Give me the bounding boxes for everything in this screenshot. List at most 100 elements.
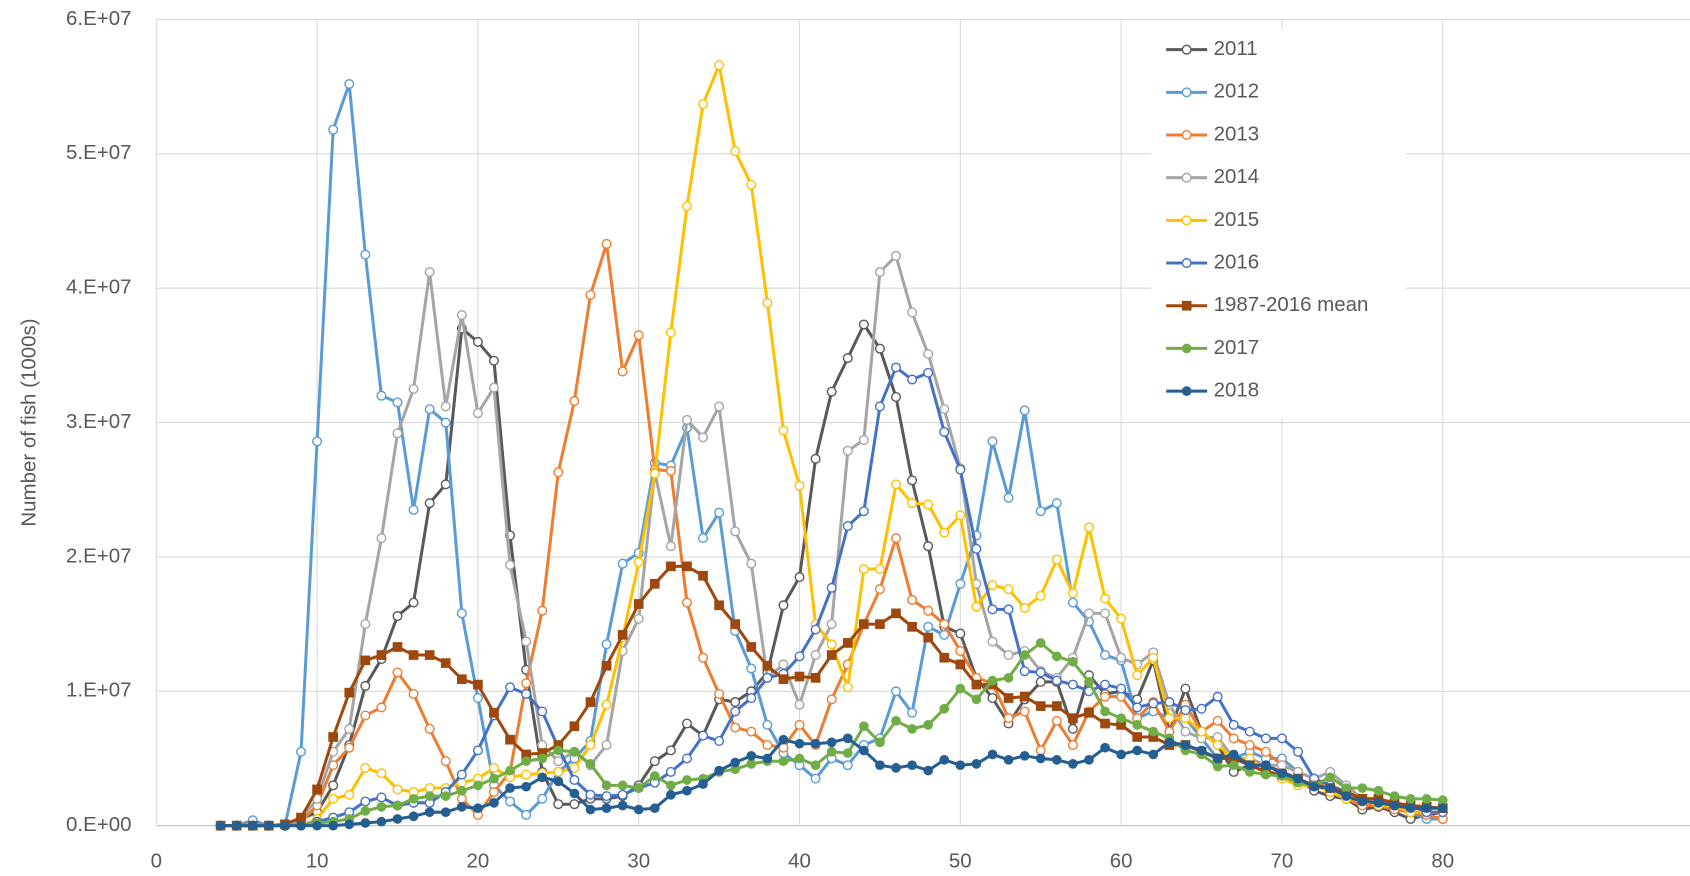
data-point <box>392 642 403 652</box>
data-point <box>456 802 467 812</box>
x-tick-label: 10 <box>306 850 329 871</box>
data-point <box>1003 650 1014 661</box>
data-point <box>955 659 966 670</box>
data-point <box>1083 522 1094 533</box>
data-point <box>890 250 902 261</box>
data-point <box>1019 706 1030 717</box>
data-point <box>810 453 821 464</box>
data-point <box>890 479 902 490</box>
data-point <box>746 558 757 569</box>
data-point <box>987 436 998 447</box>
data-point <box>842 760 853 771</box>
legend-marker <box>1181 300 1192 311</box>
data-point <box>1373 797 1384 808</box>
data-point <box>537 793 548 804</box>
data-point <box>1067 679 1078 690</box>
legend-label: 2017 <box>1214 336 1260 359</box>
data-point <box>473 803 483 814</box>
data-point <box>1212 740 1223 751</box>
x-tick-label: 30 <box>627 850 650 871</box>
data-point <box>826 619 837 630</box>
data-point <box>858 745 869 756</box>
data-point <box>730 706 741 717</box>
legend-label: 2013 <box>1214 122 1260 145</box>
data-point <box>1148 749 1159 760</box>
data-point <box>1437 795 1448 805</box>
data-point <box>1261 769 1271 780</box>
data-point <box>858 506 869 517</box>
data-point <box>569 746 580 757</box>
data-point <box>360 762 371 773</box>
data-point <box>1132 720 1143 730</box>
data-point <box>987 604 998 615</box>
data-point <box>1051 675 1062 686</box>
data-point <box>698 570 708 581</box>
data-point <box>682 561 692 572</box>
data-point <box>681 753 692 764</box>
data-point <box>1051 754 1062 765</box>
data-point <box>376 390 387 401</box>
data-point <box>762 740 773 751</box>
data-point <box>569 774 580 785</box>
data-point <box>1067 588 1078 599</box>
data-point <box>312 820 322 831</box>
data-point <box>392 428 403 439</box>
data-point <box>1019 405 1030 416</box>
data-point <box>826 650 837 660</box>
data-point <box>714 60 725 71</box>
data-point <box>746 726 757 737</box>
data-point <box>1084 707 1094 718</box>
data-point <box>810 624 821 635</box>
data-point <box>537 605 548 616</box>
data-point <box>312 436 323 447</box>
data-point <box>890 392 902 403</box>
data-point <box>1357 796 1368 807</box>
data-point <box>778 659 789 670</box>
data-point <box>505 783 515 793</box>
data-point <box>987 693 998 704</box>
data-point <box>521 749 531 760</box>
data-point <box>923 541 934 552</box>
data-point <box>617 366 628 377</box>
data-point <box>923 367 934 378</box>
data-point <box>376 802 387 812</box>
data-point <box>971 679 982 690</box>
data-point <box>1083 608 1094 619</box>
data-point <box>424 807 435 818</box>
data-point <box>762 753 773 764</box>
data-point <box>778 756 789 767</box>
data-point <box>633 330 644 341</box>
data-point <box>1003 754 1014 765</box>
y-tick-label: 2.E+07 <box>66 544 131 567</box>
data-point <box>1212 715 1223 726</box>
data-point <box>987 675 998 686</box>
data-point <box>488 382 499 393</box>
data-point <box>666 789 676 800</box>
data-point <box>489 707 499 718</box>
data-point <box>1051 498 1062 509</box>
data-point <box>907 307 918 318</box>
data-point <box>762 297 773 308</box>
data-point <box>296 820 306 831</box>
data-point <box>907 724 917 734</box>
data-point <box>1437 803 1448 814</box>
data-point <box>858 619 869 629</box>
data-point <box>923 605 934 616</box>
x-tick-label: 0 <box>151 850 162 871</box>
data-point <box>521 636 532 647</box>
data-point <box>1261 760 1271 771</box>
data-point <box>408 383 419 394</box>
data-point <box>360 655 371 666</box>
legend-marker <box>1181 386 1192 396</box>
data-point <box>1100 608 1111 619</box>
data-point <box>666 561 676 572</box>
data-point <box>601 660 612 671</box>
data-point <box>810 760 821 771</box>
data-point <box>1035 590 1046 601</box>
data-point <box>1148 652 1159 663</box>
data-point <box>1100 650 1111 661</box>
data-point <box>472 336 483 347</box>
data-point <box>1067 597 1078 608</box>
data-point <box>874 267 885 278</box>
data-point <box>585 740 596 751</box>
